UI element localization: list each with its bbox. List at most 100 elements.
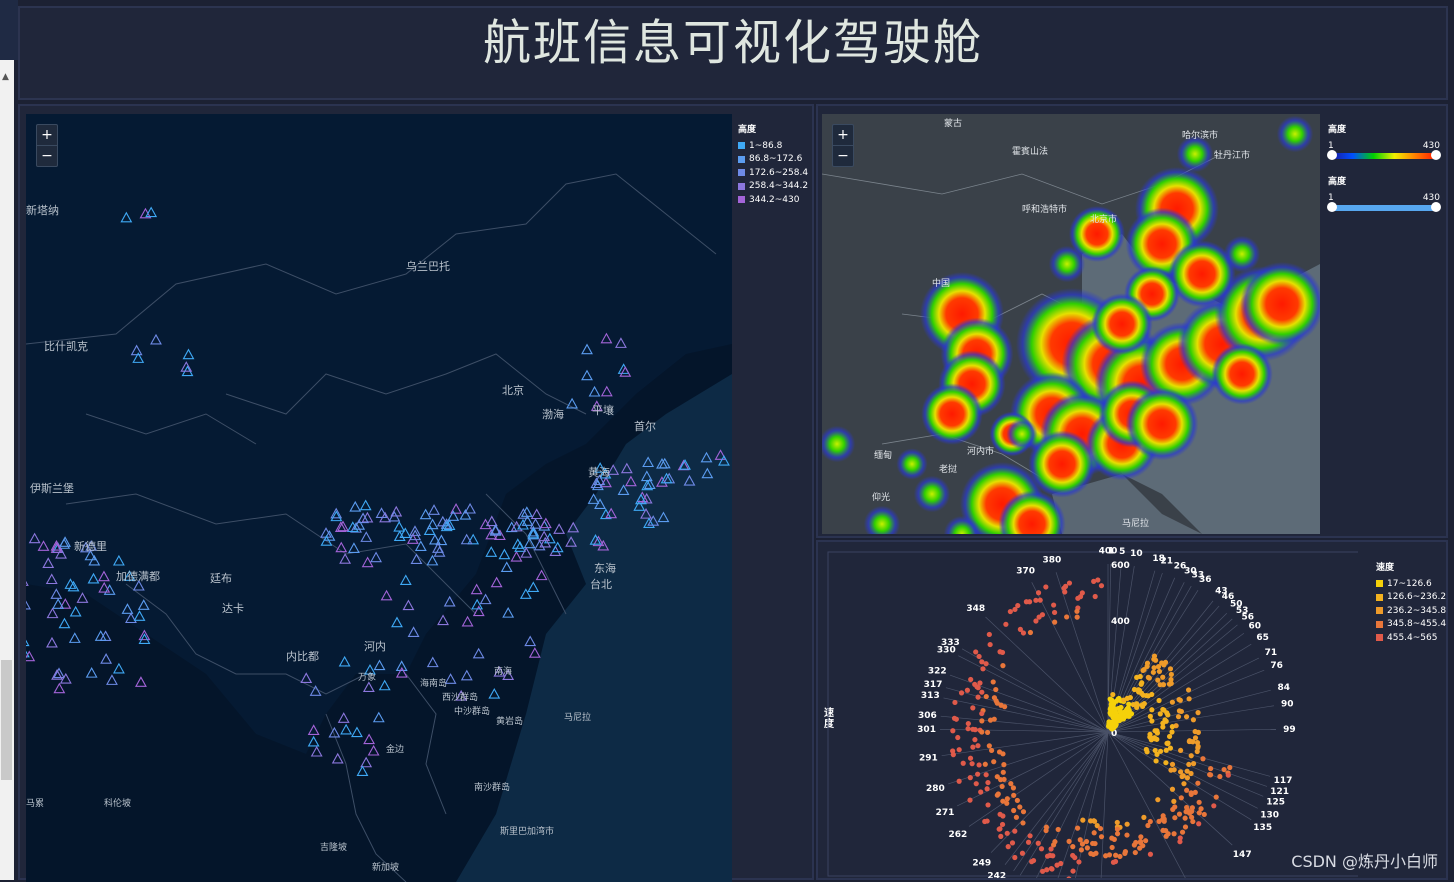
flight-marker[interactable] <box>26 600 31 610</box>
speed-point[interactable] <box>1168 676 1174 683</box>
flight-marker[interactable] <box>510 550 523 562</box>
speed-point[interactable] <box>968 676 974 683</box>
speed-point[interactable] <box>997 826 1003 832</box>
speed-point[interactable] <box>1058 860 1064 867</box>
flight-marker[interactable] <box>338 655 351 667</box>
speed-point[interactable] <box>1171 798 1177 804</box>
speed-point[interactable] <box>1079 841 1086 847</box>
speed-point[interactable] <box>1044 853 1051 859</box>
speed-point[interactable] <box>1166 733 1173 740</box>
speed-point[interactable] <box>1035 840 1041 846</box>
flight-marker[interactable] <box>498 548 511 560</box>
speed-point[interactable] <box>1152 747 1158 754</box>
speed-point[interactable] <box>950 728 956 734</box>
speed-point[interactable] <box>999 783 1005 790</box>
flight-marker[interactable] <box>328 726 341 738</box>
speed-point[interactable] <box>991 695 998 701</box>
flight-marker[interactable] <box>426 554 439 566</box>
flight-marker[interactable] <box>330 507 343 519</box>
flight-marker[interactable] <box>588 385 601 397</box>
heatmap-zoom-out-button[interactable]: − <box>837 148 849 164</box>
flight-marker[interactable] <box>85 667 98 678</box>
speed-point[interactable] <box>1004 830 1010 836</box>
flight-marker[interactable] <box>58 617 71 629</box>
speed-point[interactable] <box>979 689 985 695</box>
speed-point[interactable] <box>988 747 995 754</box>
speed-point[interactable] <box>985 779 991 786</box>
speed-point[interactable] <box>967 755 974 761</box>
flight-marker[interactable] <box>360 756 373 768</box>
flight-marker[interactable] <box>45 573 58 585</box>
speed-point[interactable] <box>1144 749 1150 755</box>
speed-point[interactable] <box>1186 761 1192 768</box>
flight-marker[interactable] <box>565 536 578 547</box>
flight-marker[interactable] <box>120 211 133 223</box>
speed-point[interactable] <box>1177 839 1183 845</box>
altitude-map[interactable]: + − 新塔纳 乌兰巴托 比什凯克 北京 渤海 平壤 首尔 黄海 伊斯兰堡 新德里 加德满都 廷布 达卡… <box>26 114 732 882</box>
heatmap-canvas[interactable] <box>822 114 1320 534</box>
speed-point[interactable] <box>1098 834 1105 840</box>
speed-point[interactable] <box>950 752 956 758</box>
speed-point[interactable] <box>1195 710 1201 716</box>
speed-point[interactable] <box>1051 609 1058 616</box>
speed-point[interactable] <box>987 717 994 723</box>
speed-point[interactable] <box>1169 761 1176 767</box>
flight-marker[interactable] <box>426 656 439 668</box>
flight-marker[interactable] <box>84 549 97 561</box>
flight-marker[interactable] <box>490 576 503 588</box>
speed-point[interactable] <box>1139 680 1145 686</box>
flight-marker[interactable] <box>519 588 532 599</box>
flight-marker[interactable] <box>340 723 353 735</box>
flight-marker[interactable] <box>592 535 605 547</box>
flight-marker[interactable] <box>471 598 484 610</box>
flight-marker[interactable] <box>553 523 566 534</box>
speed-point[interactable] <box>964 687 971 693</box>
zoom-in-button[interactable]: + <box>37 125 57 146</box>
speed-point[interactable] <box>1160 674 1166 680</box>
flight-marker[interactable] <box>395 660 408 671</box>
speed-point[interactable] <box>984 729 991 736</box>
speed-point[interactable] <box>1116 695 1122 702</box>
flight-marker[interactable] <box>26 648 30 658</box>
speed-point[interactable] <box>1023 599 1029 605</box>
speed-point[interactable] <box>1078 847 1085 853</box>
flight-marker[interactable] <box>351 726 363 738</box>
flight-marker[interactable] <box>68 632 81 643</box>
speed-point[interactable] <box>1135 687 1142 693</box>
speed-point[interactable] <box>1165 831 1171 837</box>
speed-point[interactable] <box>1114 831 1121 837</box>
speed-point[interactable] <box>984 786 990 792</box>
speed-point[interactable] <box>1147 818 1153 825</box>
flight-marker[interactable] <box>657 511 670 523</box>
speed-point[interactable] <box>973 781 979 787</box>
speed-point[interactable] <box>1141 701 1147 707</box>
speed-point[interactable] <box>1155 677 1161 683</box>
flight-marker[interactable] <box>683 474 696 486</box>
flight-marker[interactable] <box>414 540 427 552</box>
speed-point[interactable] <box>979 729 985 735</box>
speed-point[interactable] <box>1088 851 1094 857</box>
speed-point[interactable] <box>1198 806 1204 812</box>
speed-point[interactable] <box>1155 663 1162 670</box>
speed-point[interactable] <box>1111 725 1117 731</box>
speed-point[interactable] <box>1131 686 1138 693</box>
flight-marker[interactable] <box>106 674 118 685</box>
speed-point[interactable] <box>1112 858 1119 865</box>
flight-marker[interactable] <box>640 507 652 519</box>
speed-point[interactable] <box>986 743 992 749</box>
flight-marker[interactable] <box>472 605 485 617</box>
speed-point[interactable] <box>1200 756 1206 762</box>
speed-point[interactable] <box>1066 838 1072 844</box>
flight-marker[interactable] <box>323 530 336 541</box>
flight-marker[interactable] <box>393 530 406 541</box>
flight-marker[interactable] <box>660 472 673 484</box>
speed-point[interactable] <box>979 710 985 717</box>
flight-marker[interactable] <box>714 449 727 460</box>
flight-marker[interactable] <box>335 541 348 553</box>
speed-point[interactable] <box>1190 818 1196 825</box>
speed-point[interactable] <box>1151 653 1158 659</box>
speed-point[interactable] <box>1109 844 1115 851</box>
speed-point[interactable] <box>1160 724 1166 730</box>
speed-point[interactable] <box>1151 735 1158 741</box>
flight-marker[interactable] <box>359 499 372 511</box>
